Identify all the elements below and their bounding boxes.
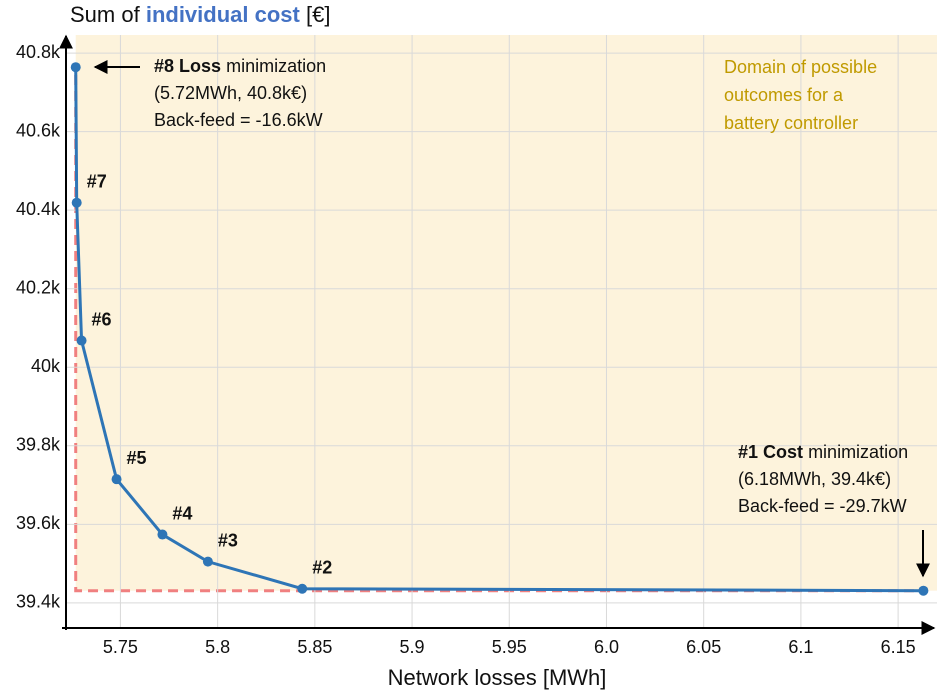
- x-tick-label: 5.8: [205, 637, 230, 657]
- y-tick-label: 40.6k: [16, 120, 61, 140]
- x-tick-label: 5.85: [297, 637, 332, 657]
- point: [157, 529, 168, 540]
- annotation: Back-feed = -29.7kW: [738, 496, 907, 516]
- annotation-bold: Loss: [179, 56, 221, 76]
- point: [202, 556, 213, 567]
- point: [71, 197, 82, 208]
- x-axis-label: Network losses [MWh]: [388, 665, 607, 690]
- point-label: #7: [87, 171, 107, 191]
- annotation-bold: Cost: [763, 442, 803, 462]
- point-label: #4: [172, 503, 192, 523]
- domain-text: battery controller: [724, 113, 858, 133]
- point: [111, 474, 122, 485]
- annotation: #1 Cost minimization: [738, 442, 908, 462]
- point-label: #2: [312, 557, 332, 577]
- annotation: #8 Loss minimization: [154, 56, 326, 76]
- y-label-part: Sum of: [70, 2, 141, 27]
- point: [297, 583, 308, 594]
- point-label: #8: [154, 56, 174, 76]
- annotation-text: minimization: [226, 56, 326, 76]
- y-tick-label: 40.4k: [16, 199, 61, 219]
- annotation: (6.18MWh, 39.4k€): [738, 469, 891, 489]
- x-tick-label: 5.75: [103, 637, 138, 657]
- y-axis-label: Sum of individual cost [€]: [70, 2, 330, 27]
- point-label: #3: [218, 530, 238, 550]
- y-tick-label: 40k: [31, 356, 61, 376]
- x-tick-label: 6.05: [686, 637, 721, 657]
- y-tick-label: 39.4k: [16, 592, 61, 612]
- annotation: Back-feed = -16.6kW: [154, 110, 323, 130]
- point-label: #6: [92, 309, 112, 329]
- domain-region: [75, 35, 937, 591]
- y-tick-label: 40.2k: [16, 277, 61, 297]
- x-tick-label: 5.95: [492, 637, 527, 657]
- annotation: (5.72MWh, 40.8k€): [154, 83, 307, 103]
- x-tick-label: 6.0: [594, 637, 619, 657]
- x-tick-label: 6.1: [788, 637, 813, 657]
- y-tick-label: 39.6k: [16, 513, 61, 533]
- y-tick-label: 39.8k: [16, 435, 61, 455]
- y-label-part: [€]: [306, 2, 330, 27]
- x-tick-label: 6.15: [881, 637, 916, 657]
- point: [76, 335, 87, 346]
- domain-text: Domain of possible: [724, 57, 877, 77]
- x-tick-label: 5.9: [400, 637, 425, 657]
- y-tick-label: 40.8k: [16, 42, 61, 62]
- series-line: [74, 67, 924, 593]
- annotation-text: minimization: [808, 442, 908, 462]
- y-label-part: individual cost: [146, 2, 301, 27]
- point: [918, 585, 929, 596]
- point: [70, 62, 81, 73]
- point-label: #1: [738, 442, 758, 462]
- point-label: #5: [127, 448, 147, 468]
- domain-text: outcomes for a: [724, 85, 844, 105]
